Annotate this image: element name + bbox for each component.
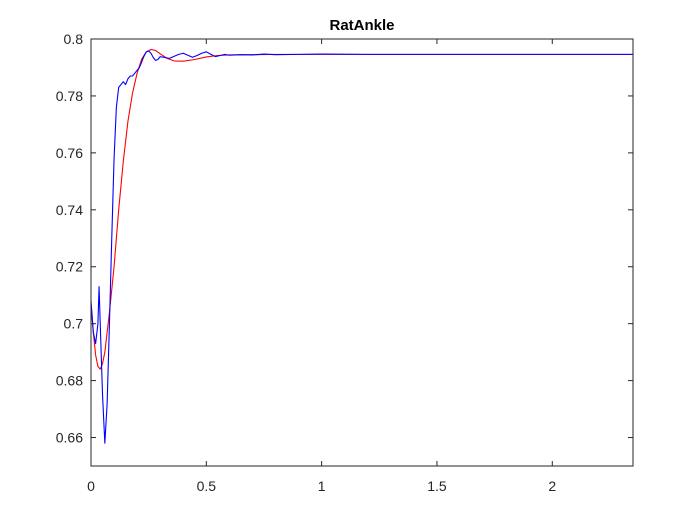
y-tick-label: 0.76 [56,145,83,161]
series-layer [90,48,633,444]
y-tick-label: 0.66 [56,430,83,446]
chart-title: RatAnkle [329,17,394,34]
plot-area [91,39,633,466]
axes-layer: 0 0.5 1 1.5 2 0.66 0.68 0.7 0.72 0.74 0.76 0.78 0.8 [56,31,633,494]
x-tick-label: 0 [87,478,95,494]
x-tick-label: 1.5 [427,478,447,494]
y-tick-label: 0.74 [56,202,83,218]
y-tick-label: 0.68 [56,373,83,389]
y-tick-label: 0.72 [56,259,83,275]
series-line-2 [90,50,633,444]
y-tick-label: 0.7 [64,316,84,332]
x-tick-label: 0.5 [197,478,217,494]
axes-box [90,38,634,467]
y-tick-label: 0.8 [64,31,84,47]
x-tick-label: 1 [318,478,326,494]
y-tick-label: 0.78 [56,88,83,104]
x-tick-label: 2 [548,478,556,494]
